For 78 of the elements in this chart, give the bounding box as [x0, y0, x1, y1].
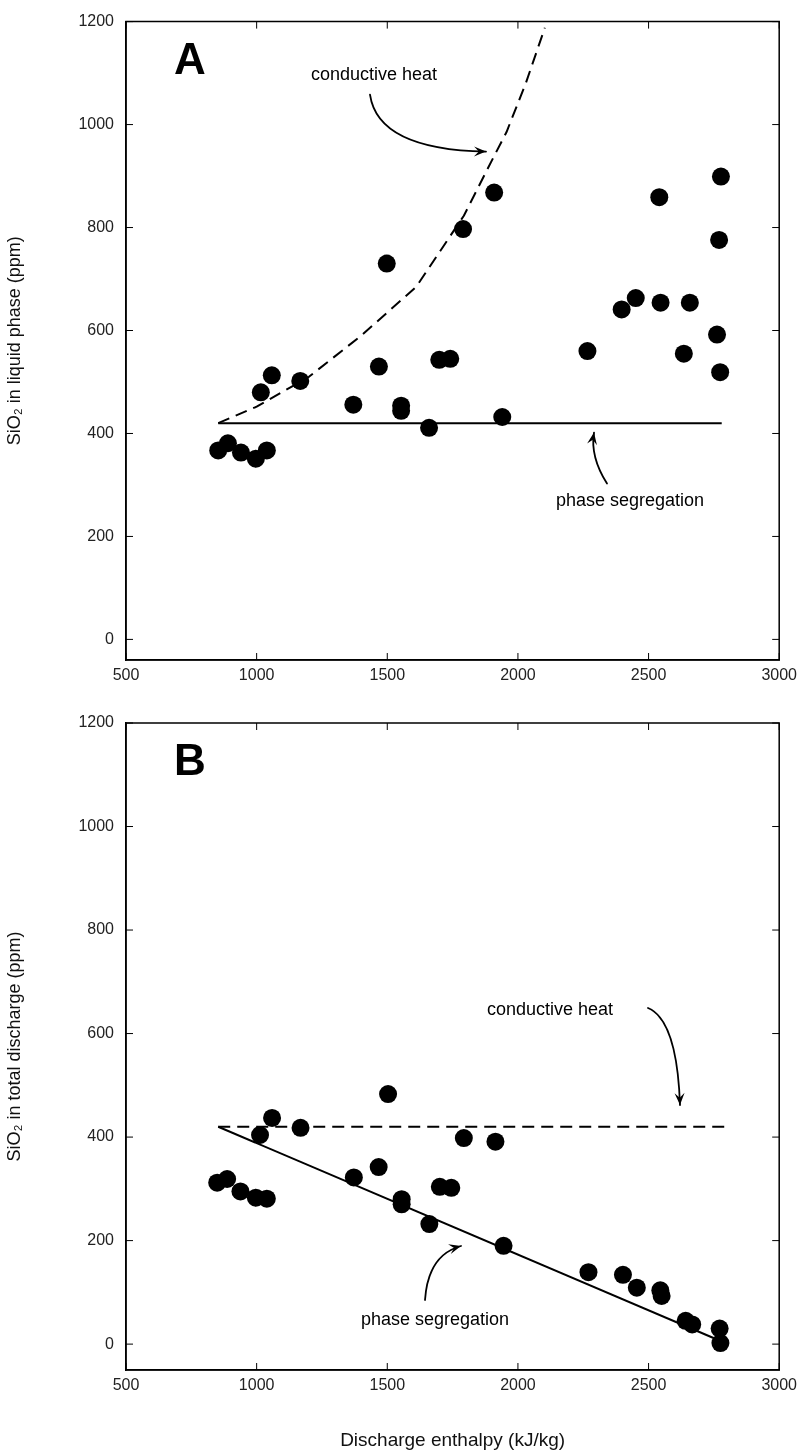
- x-tick-label: 500: [112, 666, 140, 684]
- point: [613, 1265, 632, 1284]
- point: [708, 325, 727, 344]
- chart-title: A: [174, 33, 206, 83]
- point: [579, 1263, 598, 1282]
- y-tick-label: 400: [87, 1127, 115, 1145]
- point: [262, 366, 281, 385]
- point: [251, 383, 270, 402]
- annotation: conductive heat: [486, 998, 614, 1019]
- y-tick-label: 800: [87, 920, 115, 938]
- point: [683, 1315, 702, 1334]
- point: [291, 371, 310, 390]
- point: [231, 1182, 250, 1201]
- y-tick-label: 0: [105, 629, 115, 647]
- x-tick-label: 2500: [630, 666, 667, 684]
- point: [379, 1085, 398, 1104]
- point: [441, 349, 460, 368]
- point: [627, 1278, 646, 1297]
- y-tick-label: 800: [87, 217, 115, 235]
- point: [291, 1118, 310, 1137]
- chart-title: B: [174, 735, 206, 785]
- annotation: phase segregation: [360, 1308, 510, 1329]
- point: [344, 395, 363, 414]
- point: [680, 293, 699, 312]
- x-tick-label: 1500: [369, 1376, 406, 1394]
- point: [486, 1132, 505, 1151]
- y-tick-label: 200: [87, 1231, 115, 1249]
- annotation: conductive heat: [310, 63, 438, 84]
- point: [231, 443, 250, 462]
- x-tick-label: 500: [112, 1376, 140, 1394]
- y-tick-label: 0: [105, 1334, 115, 1352]
- x-tick-label: 1000: [238, 1376, 275, 1394]
- point: [218, 1170, 237, 1189]
- y-tick-label: 1000: [78, 816, 115, 834]
- x-tick-label: 3000: [761, 666, 798, 684]
- point: [711, 363, 730, 382]
- point: [454, 1129, 473, 1148]
- y-tick-label: 600: [87, 320, 115, 338]
- point: [377, 254, 396, 273]
- point: [442, 1178, 461, 1197]
- x-tick-label: 2000: [500, 1376, 536, 1394]
- point: [612, 300, 631, 319]
- point: [674, 344, 693, 363]
- point: [626, 289, 645, 308]
- point: [257, 441, 276, 460]
- point: [420, 418, 439, 437]
- y-tick-label: 600: [87, 1023, 115, 1041]
- y-axis-title: SiO₂ in total discharge (ppm): [3, 931, 24, 1162]
- point: [710, 230, 729, 249]
- x-tick-label: 3000: [761, 1376, 798, 1394]
- point: [369, 1158, 388, 1177]
- point: [454, 220, 473, 239]
- point: [218, 434, 237, 453]
- y-axis-title: SiO₂ in liquid phase (ppm): [3, 236, 24, 446]
- y-tick-label: 1200: [78, 12, 115, 30]
- point: [251, 1126, 270, 1145]
- point: [493, 408, 512, 426]
- y-tick-label: 200: [87, 526, 115, 544]
- x-tick-label: 2500: [630, 1376, 667, 1394]
- point: [651, 293, 670, 312]
- point: [578, 342, 597, 361]
- x-tick-label: 1000: [238, 666, 275, 684]
- point: [344, 1168, 363, 1187]
- x-tick-label: 2000: [500, 666, 536, 684]
- point: [650, 188, 669, 207]
- point: [369, 357, 388, 376]
- point: [711, 167, 730, 186]
- y-tick-label: 1000: [78, 114, 115, 132]
- y-tick-label: 1200: [78, 713, 115, 731]
- y-tick-label: 400: [87, 423, 115, 441]
- point: [494, 1236, 513, 1255]
- point: [485, 183, 504, 202]
- x-tick-label: 1500: [369, 666, 406, 684]
- point: [263, 1108, 282, 1127]
- x-axis-title: Discharge enthalpy (kJ/kg): [340, 1428, 566, 1450]
- point: [420, 1215, 439, 1234]
- point: [711, 1334, 730, 1353]
- annotation: phase segregation: [555, 489, 705, 510]
